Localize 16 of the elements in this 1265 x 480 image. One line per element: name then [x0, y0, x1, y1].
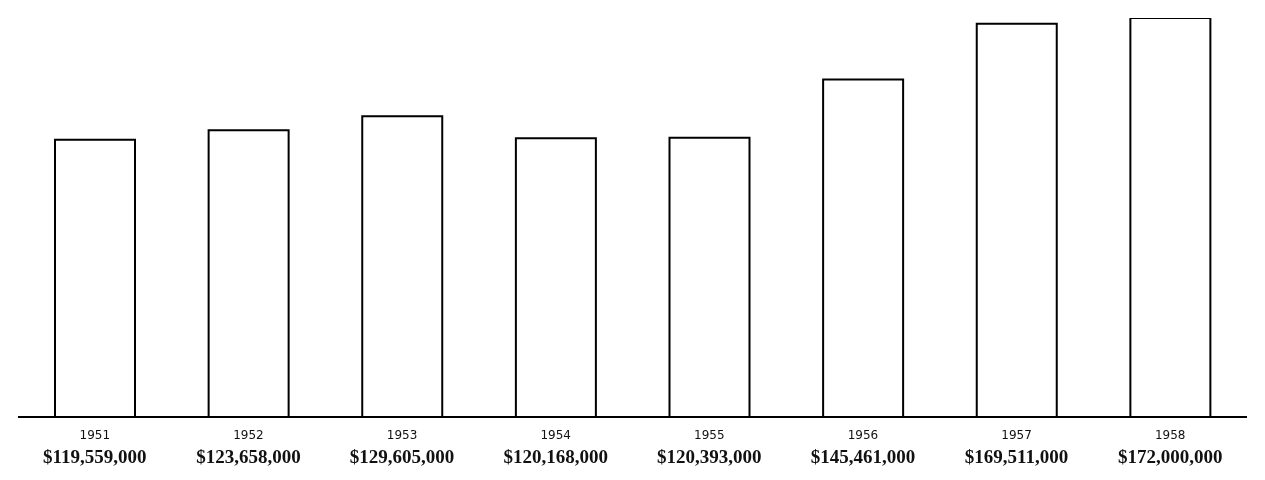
data-label: $169,511,000	[964, 446, 1069, 467]
x-tick-label: 1951	[79, 428, 111, 442]
x-tick-label: 1954	[540, 428, 571, 442]
data-label: $172,000,000	[1117, 446, 1223, 467]
data-label: $120,393,000	[657, 446, 762, 467]
x-tick-label: 1956	[847, 428, 879, 442]
data-label: $129,605,000	[349, 446, 455, 467]
data-label: $123,658,000	[196, 446, 301, 467]
data-label: $120,168,000	[503, 446, 608, 467]
x-tick-label: 1955	[694, 428, 725, 442]
x-tick-label: 1957	[1001, 428, 1032, 442]
data-label: $119,559,000	[43, 446, 147, 467]
x-tick-label: 1958	[1154, 428, 1186, 442]
x-tick-label: 1952	[233, 428, 264, 442]
data-label: $145,461,000	[810, 446, 916, 467]
x-tick-label: 1953	[386, 428, 418, 442]
